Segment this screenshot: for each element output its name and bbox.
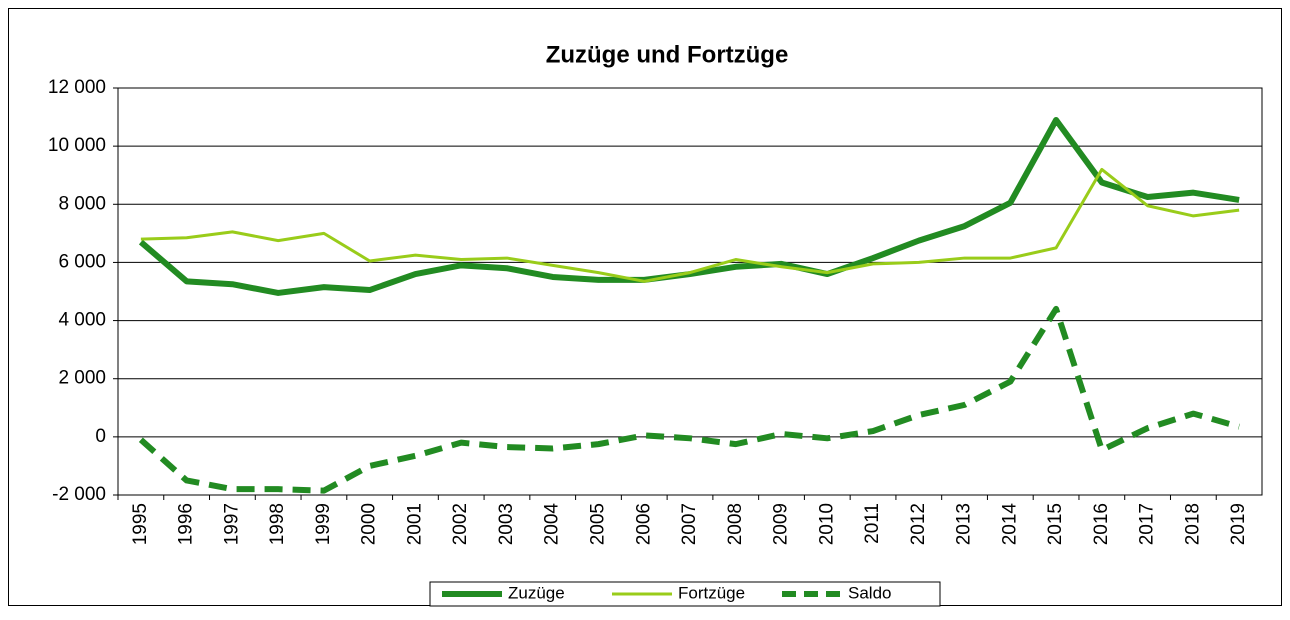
x-tick-label: 2000 — [359, 503, 380, 545]
x-tick-label: 1999 — [313, 503, 334, 545]
x-tick-label: 2010 — [816, 503, 837, 545]
x-tick-label: 2001 — [404, 503, 425, 545]
y-tick-label: 4 000 — [58, 310, 106, 331]
chart-title: Zuzüge und Fortzüge — [546, 41, 789, 68]
y-tick-label: 12 000 — [48, 77, 106, 98]
legend-label: Saldo — [848, 583, 891, 602]
x-tick-label: 2008 — [725, 503, 746, 545]
plot-border — [117, 87, 1263, 496]
y-tick-label: -2 000 — [52, 484, 106, 505]
y-tick-label: 10 000 — [48, 135, 106, 156]
y-tick-label: 2 000 — [58, 368, 106, 389]
legend-box — [429, 581, 941, 607]
series-line — [138, 305, 1240, 494]
x-tick-label: 1996 — [176, 503, 197, 545]
x-tick-label: 2003 — [496, 503, 517, 545]
y-tick-label: 6 000 — [58, 251, 106, 272]
y-tick-label: 8 000 — [58, 193, 106, 214]
x-tick-label: 2012 — [908, 503, 929, 545]
x-tick-label: 2006 — [633, 503, 654, 545]
x-tick-label: 2009 — [771, 503, 792, 545]
x-tick-label: 2016 — [1091, 503, 1112, 545]
x-tick-label: 2017 — [1137, 503, 1158, 545]
x-tick-label: 2019 — [1228, 503, 1249, 545]
x-tick-label: 2013 — [954, 503, 975, 545]
y-tick-label: 0 — [95, 426, 106, 447]
x-tick-label: 2005 — [587, 503, 608, 545]
x-tick-label: 1997 — [221, 503, 242, 545]
legend-label: Fortzüge — [678, 583, 745, 602]
chart-border — [8, 8, 1282, 606]
x-tick-label: 2007 — [679, 503, 700, 545]
series-line — [140, 167, 1240, 283]
x-tick-label: 1995 — [130, 503, 151, 545]
x-tick-label: 2018 — [1182, 503, 1203, 545]
x-tick-label: 2015 — [1045, 503, 1066, 545]
legend-label: Zuzüge — [508, 583, 565, 602]
x-tick-label: 2002 — [450, 503, 471, 545]
x-tick-label: 2004 — [542, 503, 563, 546]
x-tick-label: 2014 — [999, 503, 1020, 546]
x-tick-label: 1998 — [267, 503, 288, 545]
x-tick-label: 2011 — [862, 503, 883, 544]
